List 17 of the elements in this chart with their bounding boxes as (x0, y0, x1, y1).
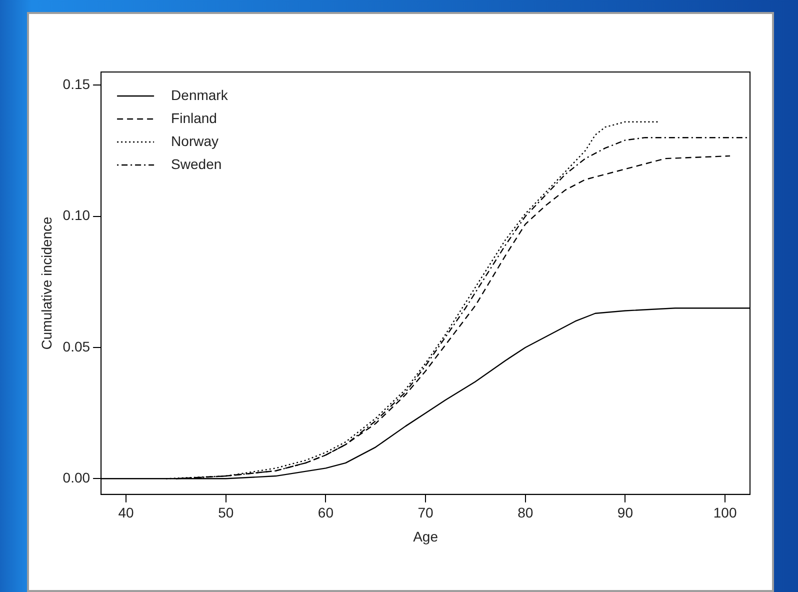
x-tick-label: 60 (318, 504, 334, 521)
legend-label: Norway (171, 132, 219, 149)
x-tick-label: 80 (518, 504, 534, 521)
x-axis-title: Age (413, 528, 438, 544)
x-tick-label: 100 (713, 504, 737, 521)
x-tick-label: 70 (418, 504, 434, 521)
legend-label: Sweden (171, 156, 222, 172)
legend-label: Denmark (171, 86, 229, 103)
legend-label: Finland (171, 110, 217, 126)
y-tick-label: 0.05 (62, 338, 90, 354)
y-tick-label: 0.15 (62, 76, 90, 92)
y-tick-label: 0.10 (62, 207, 90, 224)
x-tick-label: 40 (118, 504, 134, 521)
x-tick-label: 90 (617, 504, 634, 521)
y-axis-title: Cumulative incidence (38, 216, 54, 350)
y-tick-label: 0.00 (62, 470, 90, 486)
x-tick-label: 50 (218, 504, 234, 521)
